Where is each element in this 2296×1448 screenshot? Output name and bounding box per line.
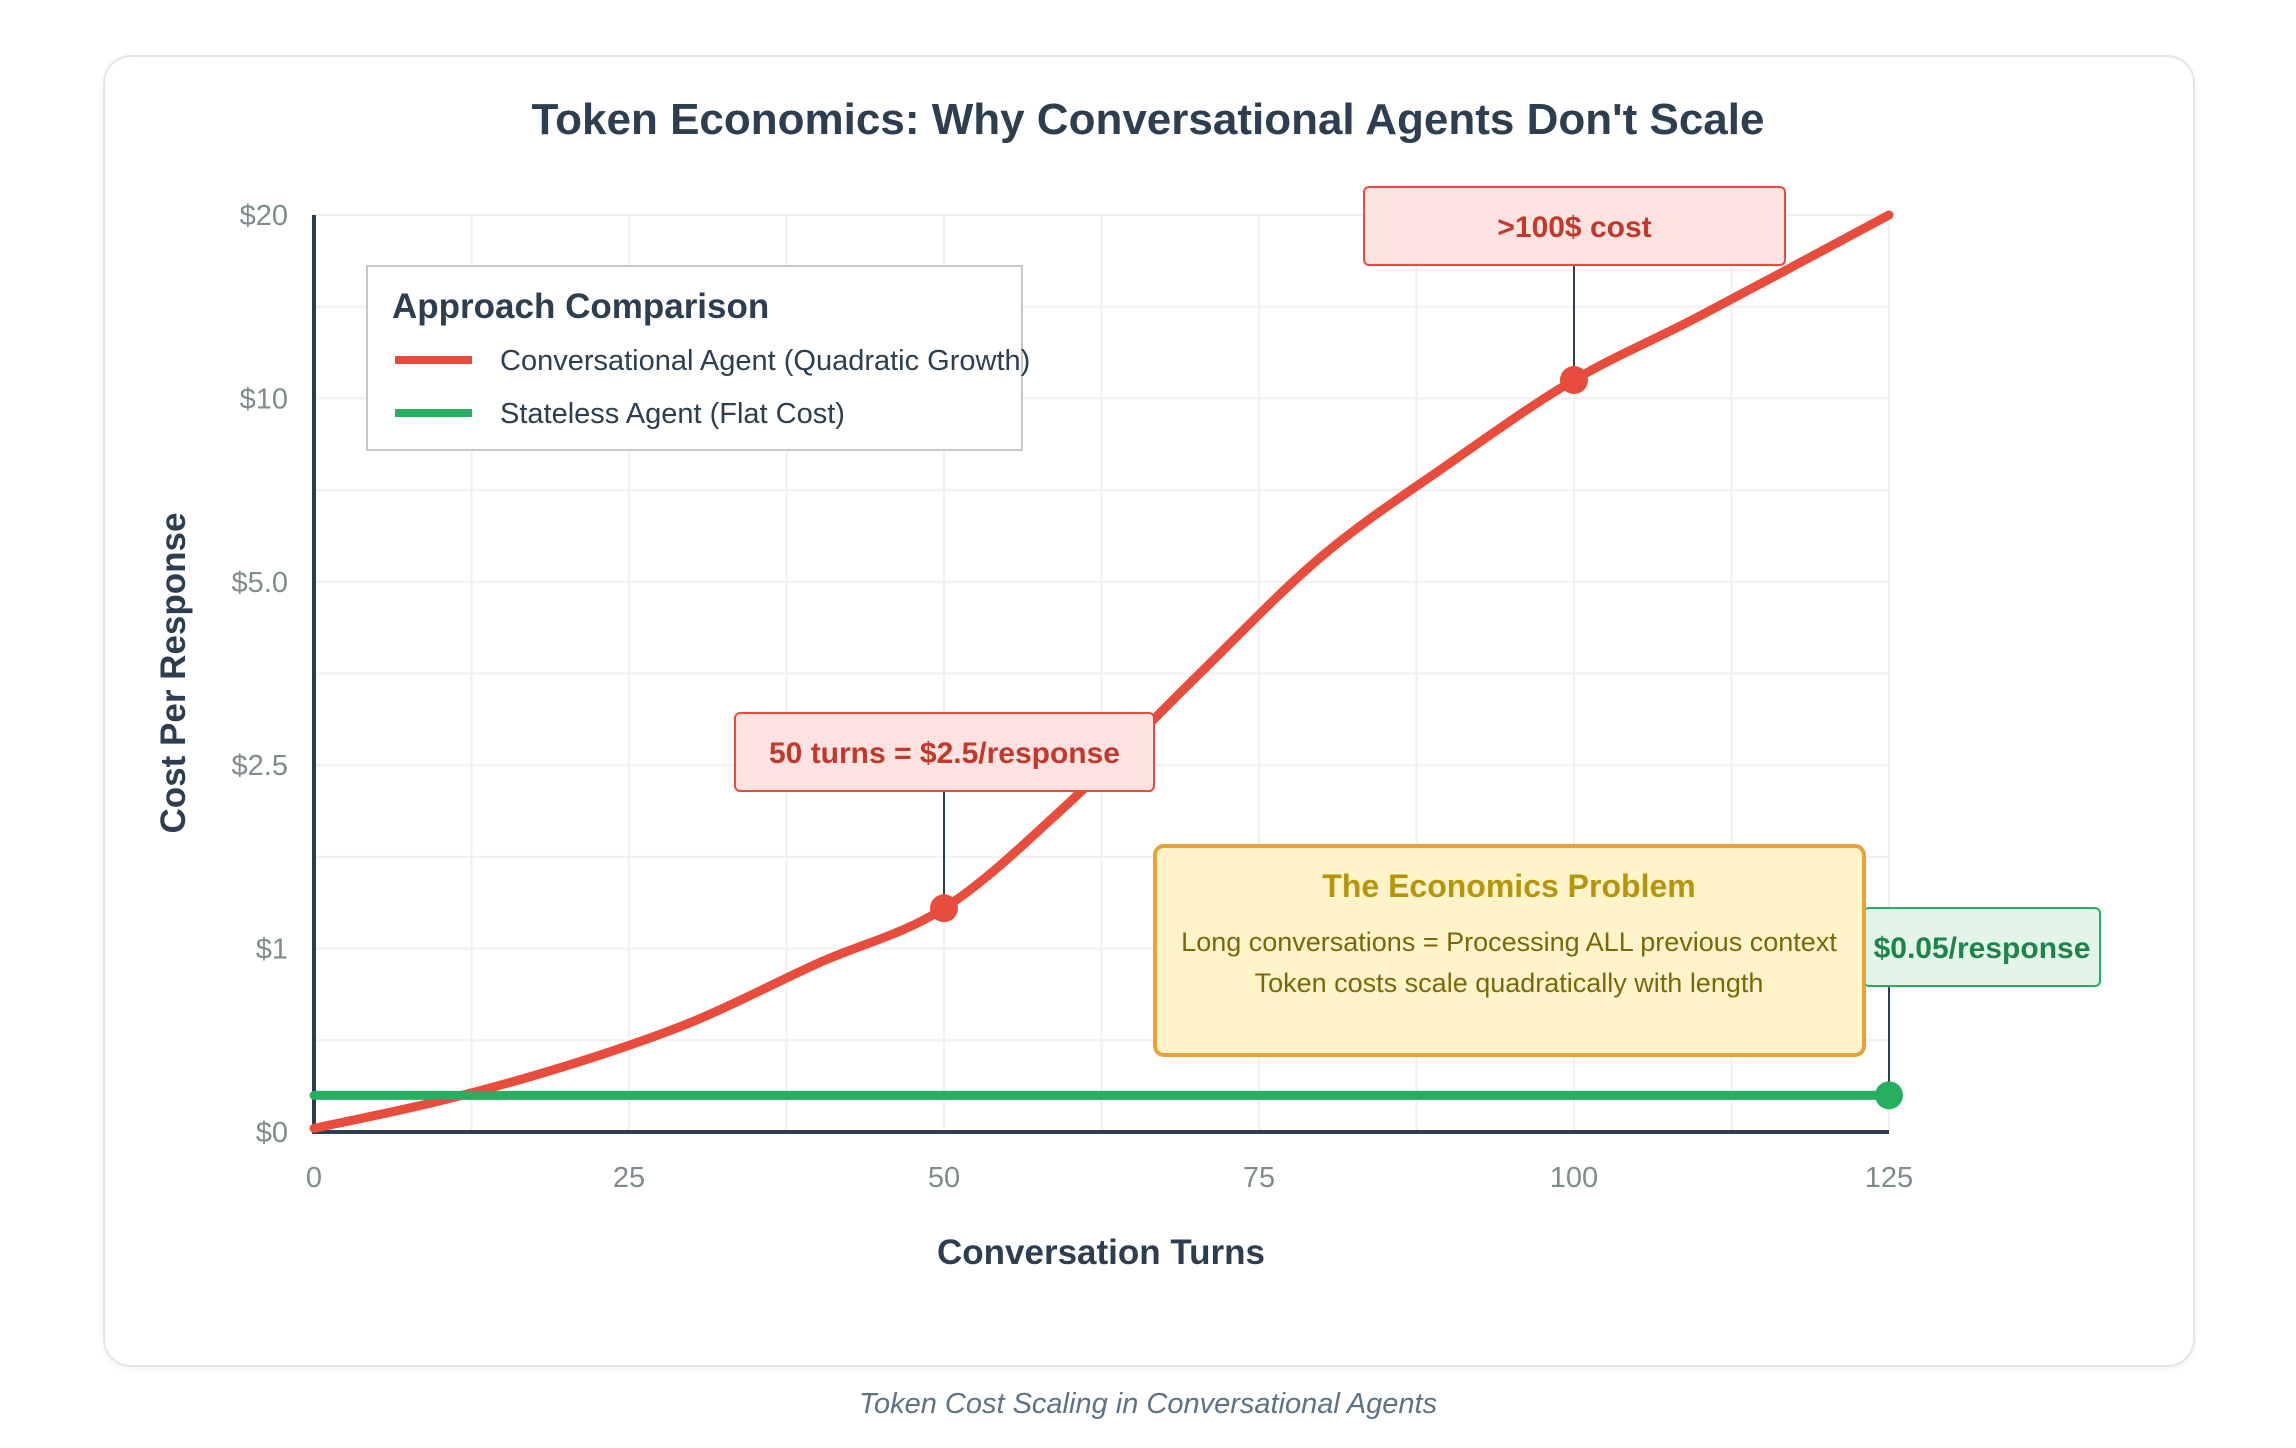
legend-entry-label: Conversational Agent (Quadratic Growth) bbox=[500, 345, 1030, 377]
chart-title: Token Economics: Why Conversational Agen… bbox=[532, 95, 1765, 144]
problem-box-text: Token costs scale quadratically with len… bbox=[1255, 968, 1764, 998]
legend-box bbox=[366, 265, 1023, 451]
x-tick-label: 125 bbox=[1865, 1162, 1913, 1194]
x-tick-label: 50 bbox=[928, 1162, 960, 1194]
annotation-box bbox=[734, 712, 1155, 792]
legend-entry-label: Stateless Agent (Flat Cost) bbox=[500, 398, 845, 430]
y-tick-label: $0 bbox=[256, 1117, 288, 1149]
y-tick-label: $20 bbox=[240, 200, 288, 232]
problem-box-text: Long conversations = Processing ALL prev… bbox=[1181, 927, 1837, 957]
y-axis-label: Cost Per Response bbox=[154, 513, 193, 834]
data-point-marker bbox=[930, 894, 958, 923]
annotation-box bbox=[1363, 186, 1786, 266]
figure-caption: Token Cost Scaling in Conversational Age… bbox=[858, 1388, 1438, 1420]
x-axis-label: Conversation Turns bbox=[937, 1233, 1265, 1272]
annotation-label: >100$ cost bbox=[1497, 211, 1651, 244]
data-point-marker bbox=[1560, 366, 1588, 395]
problem-box-title: The Economics Problem bbox=[1322, 868, 1695, 904]
problem-box bbox=[1153, 844, 1866, 1057]
x-tick-label: 100 bbox=[1550, 1162, 1598, 1194]
data-point-marker bbox=[1875, 1081, 1903, 1110]
y-tick-label: $2.5 bbox=[232, 750, 288, 782]
x-tick-label: 0 bbox=[306, 1162, 322, 1194]
legend-title: Approach Comparison bbox=[392, 287, 769, 326]
x-tick-label: 25 bbox=[613, 1162, 645, 1194]
x-tick-label: 75 bbox=[1243, 1162, 1275, 1194]
legend: Approach Comparison Conversational Agent … bbox=[366, 265, 1030, 451]
annotation-label: $0.05/response bbox=[1874, 932, 2091, 965]
y-tick-label: $5.0 bbox=[232, 567, 288, 599]
annotation-label: 50 turns = $2.5/response bbox=[769, 737, 1120, 770]
y-tick-label: $10 bbox=[240, 383, 288, 415]
y-tick-label: $1 bbox=[256, 934, 288, 966]
